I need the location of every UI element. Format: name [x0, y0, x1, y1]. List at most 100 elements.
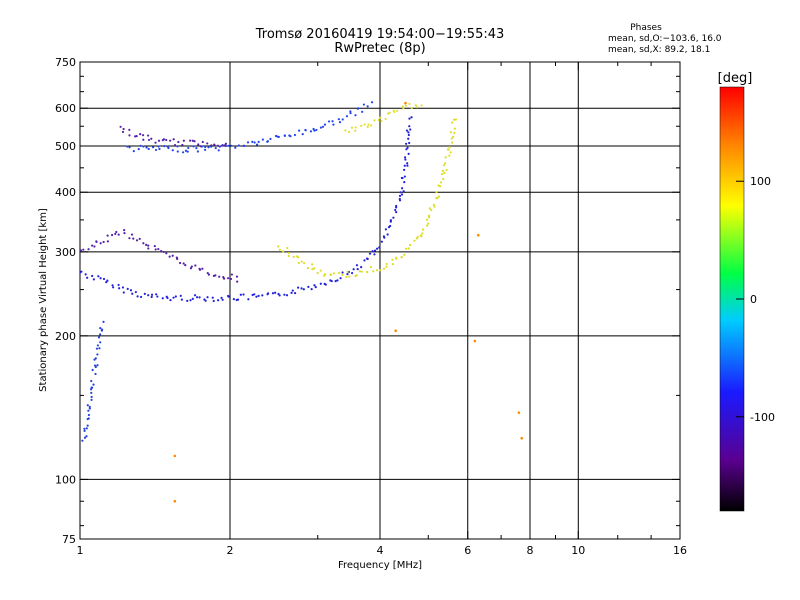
data-point — [173, 499, 177, 503]
data-point — [111, 284, 114, 287]
data-point — [389, 224, 392, 228]
data-point — [398, 194, 402, 197]
data-point — [217, 149, 220, 152]
data-point — [165, 252, 168, 255]
x-tick-label: 4 — [377, 544, 384, 557]
data-point — [297, 261, 300, 265]
data-point — [123, 231, 126, 235]
x-tick-label: 10 — [571, 544, 585, 557]
data-point — [396, 109, 399, 112]
data-point — [236, 280, 239, 283]
data-point — [243, 144, 246, 147]
data-point — [274, 291, 277, 294]
data-point — [171, 149, 174, 152]
data-point — [319, 282, 322, 285]
data-point — [221, 144, 224, 147]
data-point — [129, 289, 133, 292]
data-point — [128, 128, 131, 131]
data-point — [304, 129, 307, 132]
data-point — [92, 278, 95, 281]
data-point — [257, 140, 260, 143]
data-point — [400, 193, 404, 196]
phase-line-o: mean, sd,O:−103.6, 16.0 — [608, 34, 722, 44]
data-point — [384, 228, 387, 231]
data-point — [403, 156, 407, 159]
data-point — [229, 277, 233, 281]
data-point — [379, 269, 382, 272]
data-point — [414, 104, 417, 107]
data-point — [336, 279, 339, 282]
y-tick-label: 400 — [55, 186, 76, 199]
data-point — [80, 251, 81, 253]
data-point — [408, 141, 411, 145]
data-point — [222, 277, 226, 280]
chart-title: Tromsø 20160419 19:54:00−19:55:43 — [255, 27, 505, 42]
data-point — [363, 259, 366, 262]
data-point — [444, 156, 447, 159]
data-point — [407, 137, 410, 140]
data-point — [157, 145, 160, 148]
data-point — [169, 298, 172, 302]
data-point — [395, 206, 398, 209]
data-point — [372, 270, 375, 273]
data-point — [204, 299, 207, 302]
data-point — [171, 254, 174, 257]
data-point — [361, 110, 364, 113]
data-point — [85, 427, 88, 430]
data-point — [286, 246, 289, 250]
data-point — [402, 107, 405, 110]
data-point — [337, 118, 340, 121]
data-point — [410, 106, 413, 110]
data-point — [366, 105, 369, 108]
data-point — [172, 138, 175, 141]
data-point — [227, 144, 230, 147]
data-point — [296, 256, 300, 259]
data-point — [421, 232, 424, 235]
colorbar-tick-label: 0 — [750, 293, 757, 306]
data-point — [313, 284, 316, 287]
data-point — [404, 101, 407, 105]
data-point — [168, 255, 171, 258]
data-point — [428, 207, 431, 210]
data-point — [218, 145, 221, 148]
data-point — [309, 130, 313, 133]
data-point — [169, 139, 172, 142]
data-point — [128, 146, 131, 149]
data-point — [206, 296, 209, 299]
data-point — [137, 147, 140, 151]
data-point — [181, 151, 185, 154]
data-point — [206, 271, 209, 275]
data-point — [394, 208, 397, 212]
data-point — [319, 269, 322, 272]
data-point — [341, 271, 344, 274]
data-point — [99, 326, 102, 330]
data-point — [287, 251, 291, 255]
data-point — [360, 270, 363, 273]
data-point — [437, 195, 440, 198]
data-point — [307, 285, 310, 289]
data-point — [261, 294, 264, 297]
data-point — [95, 240, 98, 244]
data-point — [373, 253, 376, 256]
data-point — [440, 172, 444, 176]
data-point — [369, 265, 372, 269]
data-point — [375, 247, 379, 250]
data-point — [90, 386, 94, 389]
data-point — [161, 297, 164, 300]
data-point — [407, 133, 410, 137]
data-point — [143, 292, 146, 295]
data-point — [377, 118, 380, 122]
data-point — [117, 233, 120, 236]
data-point — [391, 262, 394, 266]
data-point — [154, 248, 157, 251]
data-point — [385, 265, 388, 268]
data-point — [391, 258, 394, 261]
data-point — [157, 139, 161, 142]
data-point — [193, 140, 196, 143]
data-point — [147, 247, 150, 250]
data-point — [157, 247, 160, 251]
data-point — [156, 295, 159, 298]
data-point — [408, 117, 411, 120]
data-point — [192, 145, 195, 148]
